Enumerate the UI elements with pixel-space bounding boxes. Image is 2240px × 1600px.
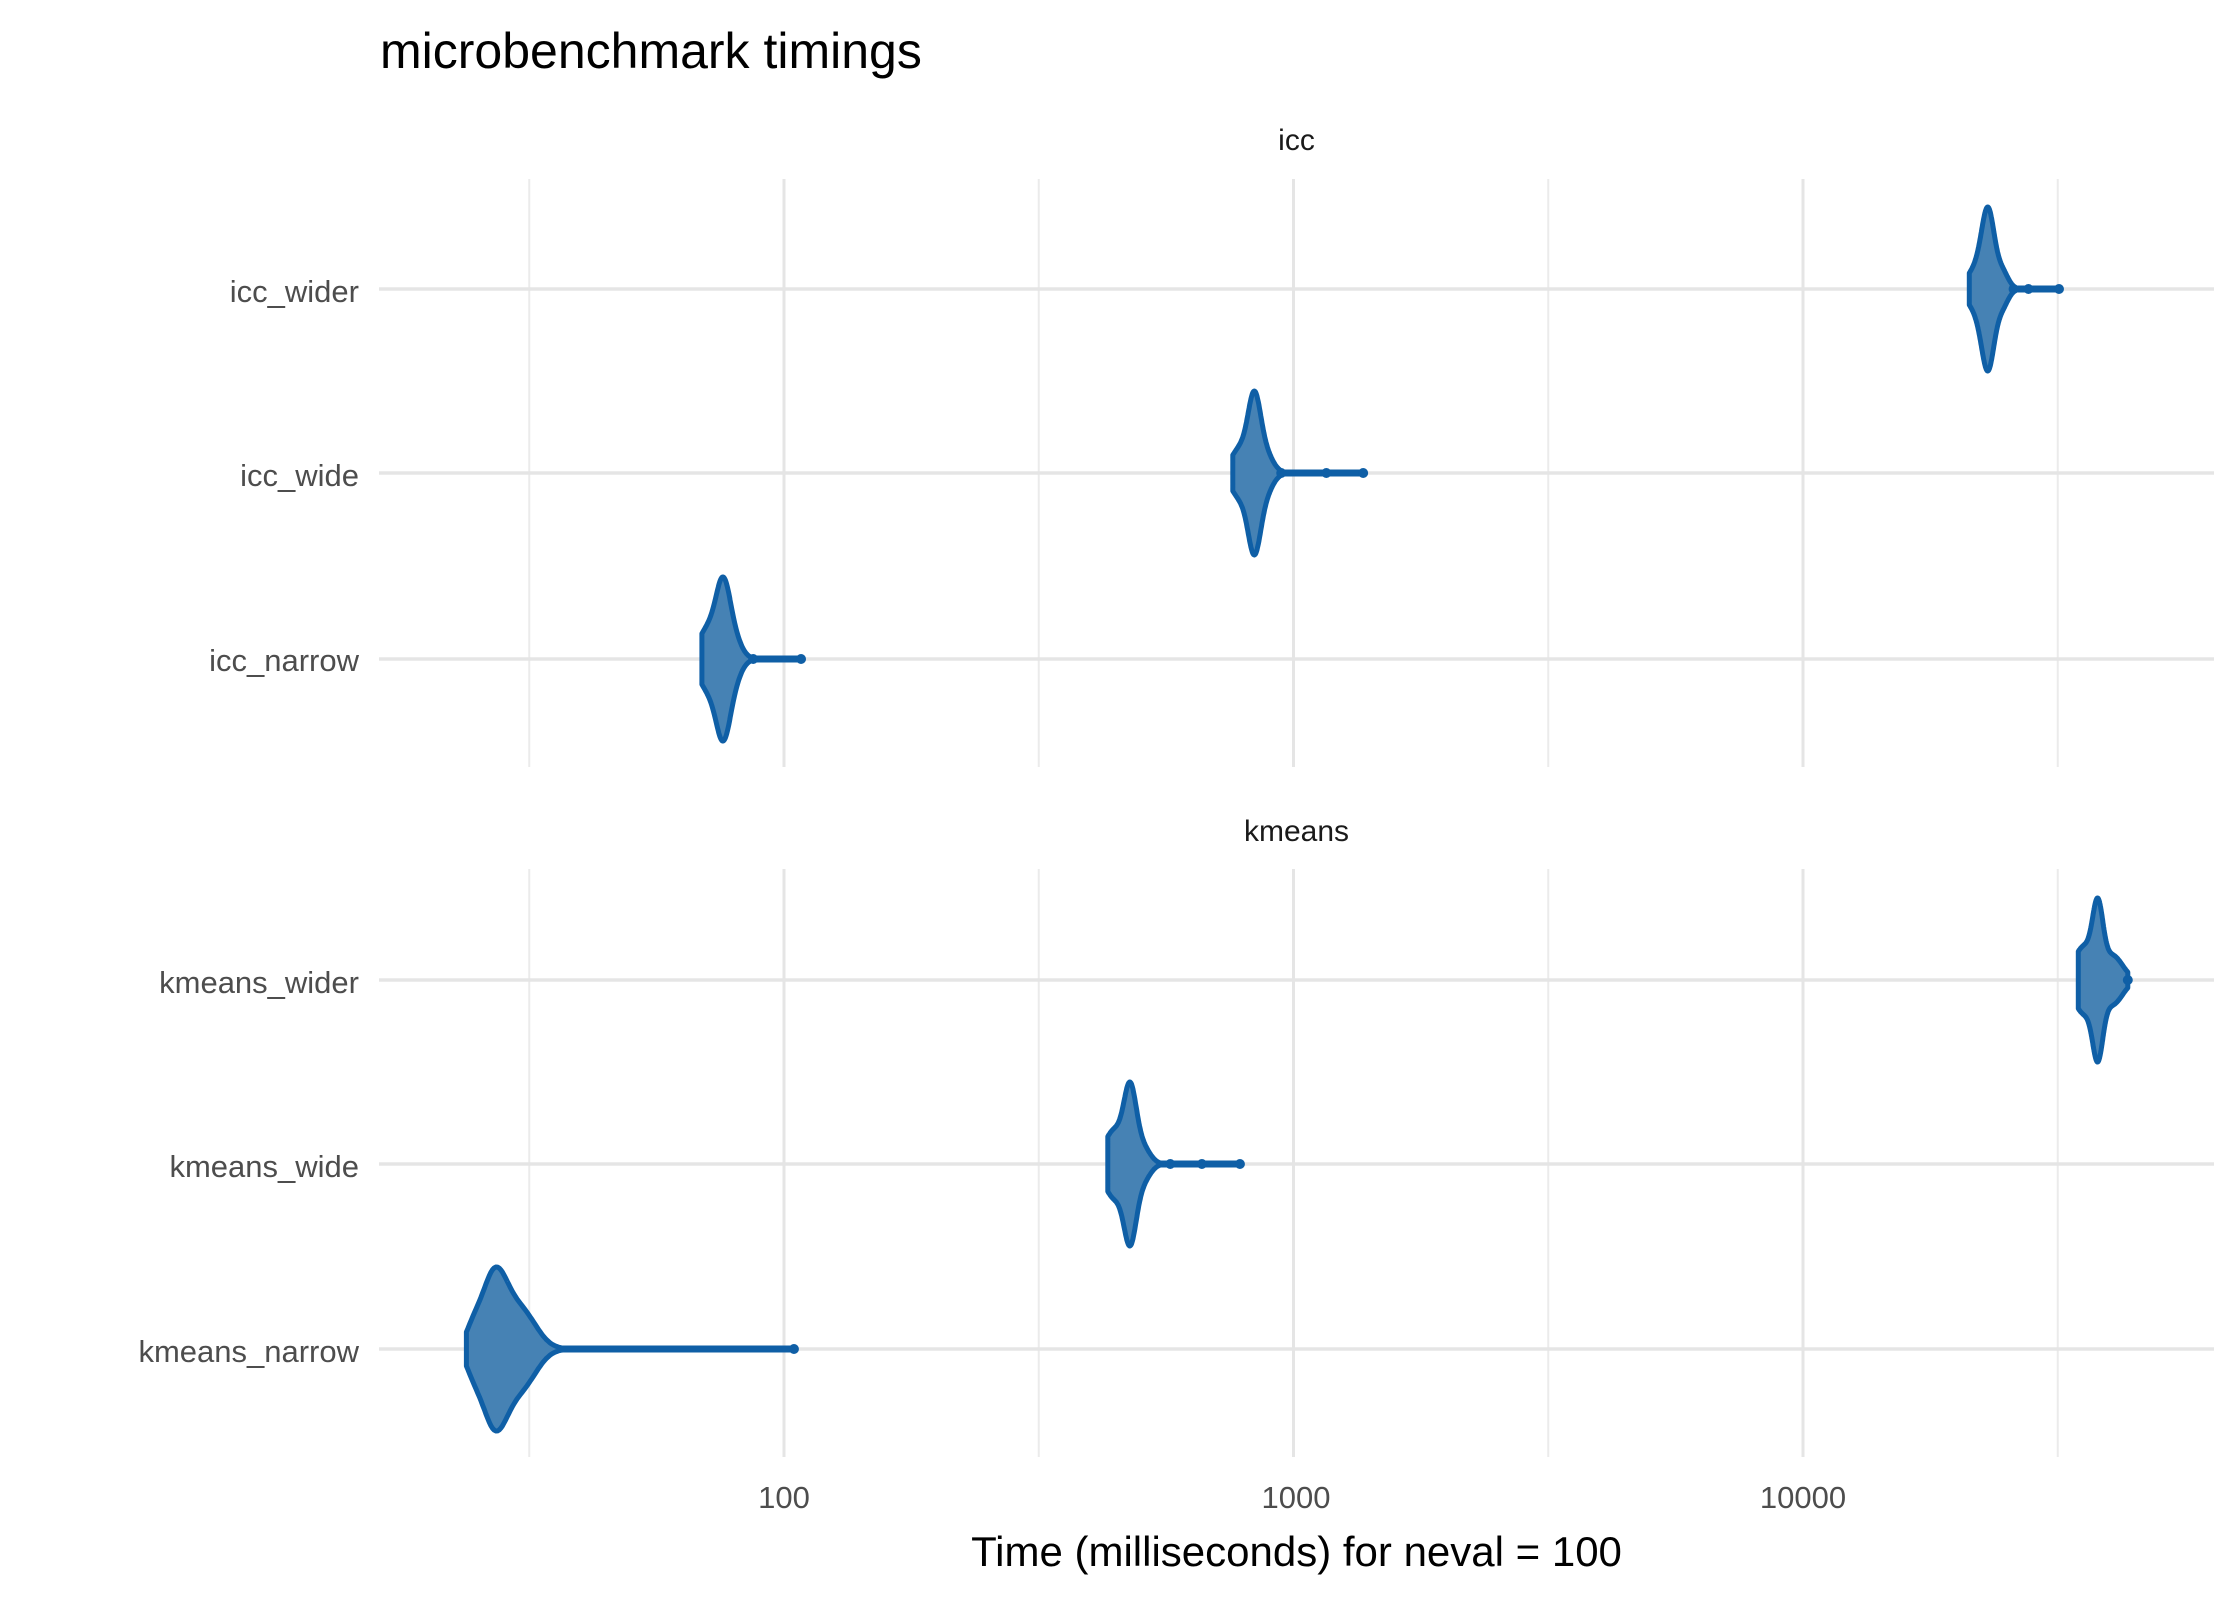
violin-tail-point: [1321, 468, 1332, 478]
y-label: icc_narrow: [209, 643, 359, 678]
violin-tail-point: [796, 654, 807, 664]
violin-tail-point: [788, 1344, 799, 1354]
y-label: kmeans_narrow: [138, 1334, 359, 1369]
violin-tail-point: [1165, 1159, 1176, 1169]
violin-tail-point: [1196, 1159, 1207, 1169]
violin-tail-point: [748, 654, 759, 664]
x-tick-label: 10000: [1759, 1480, 1847, 1515]
y-label: kmeans_wider: [159, 965, 359, 1000]
violin-tail-point: [1276, 468, 1287, 478]
violin-tail-point: [2008, 284, 2019, 294]
x-tick-label: 1000: [1261, 1480, 1331, 1515]
x-axis-label: Time (milliseconds) for neval = 100: [971, 1528, 1622, 1575]
violin-tail-point: [1358, 468, 1369, 478]
panel-strip-kmeans: kmeans: [1243, 815, 1350, 848]
y-label: icc_wide: [240, 458, 359, 493]
violin-tail-point: [2122, 975, 2133, 985]
panel-strip-icc: icc: [1278, 124, 1315, 157]
violin-tail-point: [2053, 284, 2064, 294]
y-label: icc_wider: [229, 274, 359, 309]
violin-tail-point: [2023, 284, 2034, 294]
violin-icc_wide: [1230, 388, 1366, 558]
violin-kmeans_wider: [2075, 895, 2131, 1065]
violin-kmeans_narrow: [463, 1264, 797, 1434]
x-tick-label: 100: [758, 1480, 810, 1515]
chart-title: microbenchmark timings: [380, 23, 922, 79]
violin-tail-point: [1234, 1159, 1245, 1169]
y-label: kmeans_wide: [169, 1149, 359, 1184]
